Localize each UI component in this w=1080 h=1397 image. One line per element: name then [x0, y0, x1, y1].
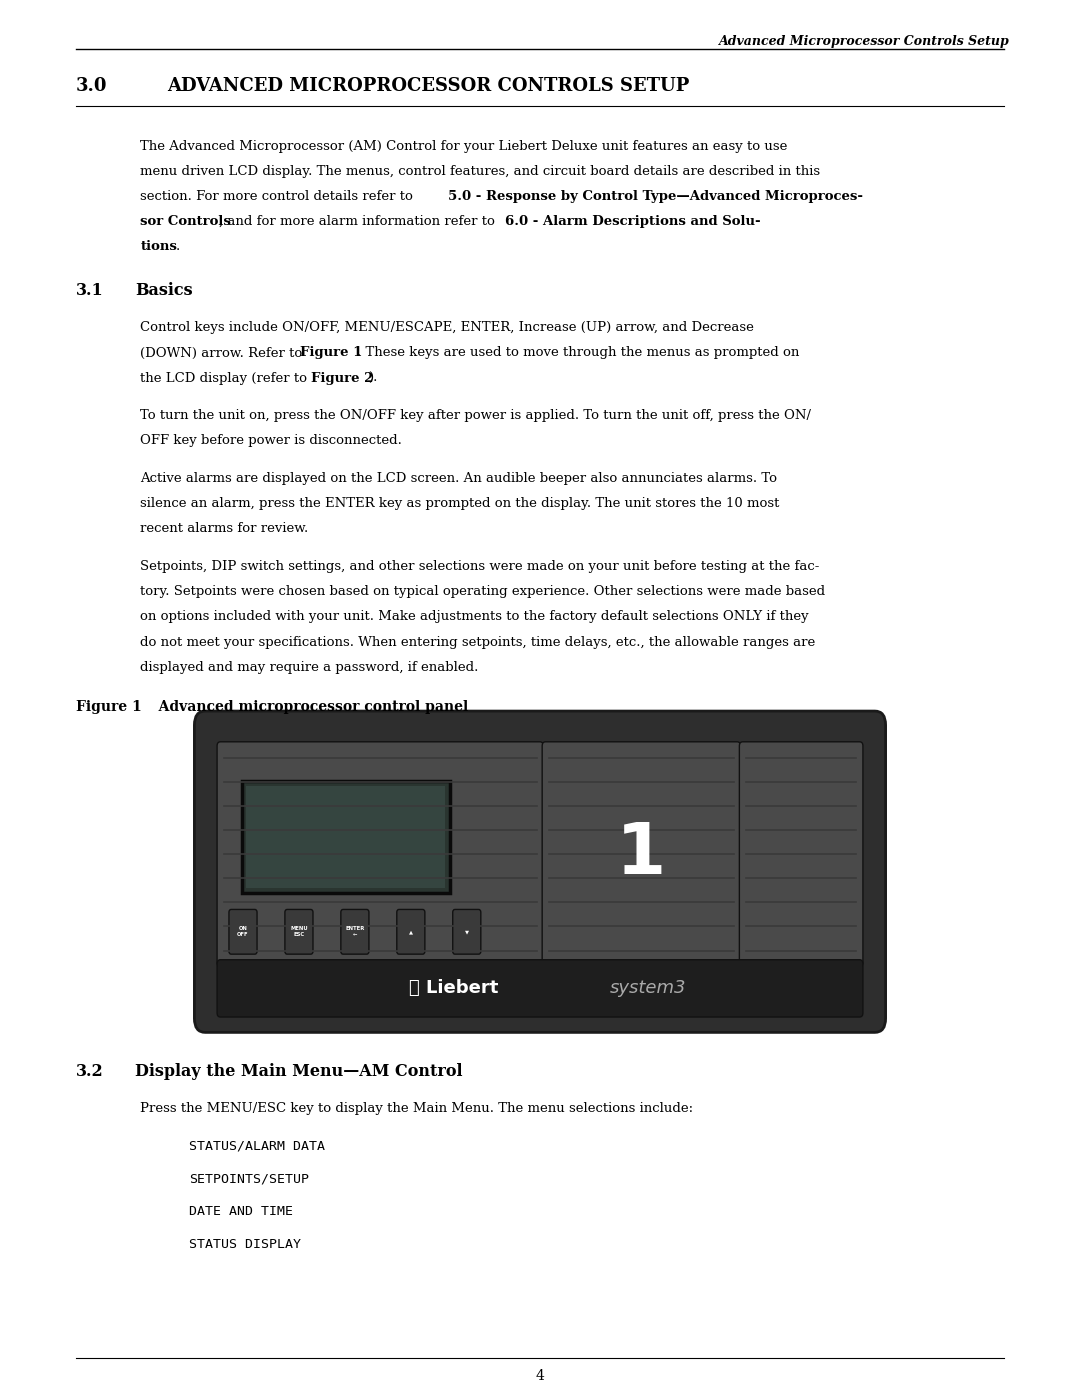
- FancyBboxPatch shape: [453, 909, 481, 954]
- Text: Active alarms are displayed on the LCD screen. An audible beeper also annunciate: Active alarms are displayed on the LCD s…: [140, 472, 778, 485]
- Text: OFF key before power is disconnected.: OFF key before power is disconnected.: [140, 434, 402, 447]
- Text: 3.1: 3.1: [76, 282, 104, 299]
- Text: 3.2: 3.2: [76, 1063, 104, 1080]
- Text: ▼: ▼: [464, 929, 469, 935]
- Text: STATUS/ALARM DATA: STATUS/ALARM DATA: [189, 1140, 325, 1153]
- Text: displayed and may require a password, if enabled.: displayed and may require a password, if…: [140, 661, 478, 673]
- Text: . These keys are used to move through the menus as prompted on: . These keys are used to move through th…: [357, 346, 800, 359]
- Text: Figure 2: Figure 2: [311, 372, 374, 384]
- Text: Control keys include ON/OFF, MENU/ESCAPE, ENTER, Increase (UP) arrow, and Decrea: Control keys include ON/OFF, MENU/ESCAPE…: [140, 321, 754, 334]
- FancyBboxPatch shape: [740, 742, 863, 967]
- Text: 5.0 - Response by Control Type—Advanced Microproces-: 5.0 - Response by Control Type—Advanced …: [448, 190, 863, 203]
- Text: ADVANCED MICROPROCESSOR CONTROLS SETUP: ADVANCED MICROPROCESSOR CONTROLS SETUP: [167, 77, 690, 95]
- FancyBboxPatch shape: [217, 960, 863, 1017]
- Text: (DOWN) arrow. Refer to: (DOWN) arrow. Refer to: [140, 346, 307, 359]
- Text: ▲: ▲: [409, 929, 413, 935]
- Text: Press the MENU/ESC key to display the Main Menu. The menu selections include:: Press the MENU/ESC key to display the Ma…: [140, 1102, 693, 1115]
- Text: section. For more control details refer to: section. For more control details refer …: [140, 190, 418, 203]
- Text: SETPOINTS/SETUP: SETPOINTS/SETUP: [189, 1172, 309, 1186]
- Text: MENU
ESC: MENU ESC: [291, 926, 308, 937]
- Text: tory. Setpoints were chosen based on typical operating experience. Other selecti: tory. Setpoints were chosen based on typ…: [140, 585, 825, 598]
- Text: menu driven LCD display. The menus, control features, and circuit board details : menu driven LCD display. The menus, cont…: [140, 165, 821, 177]
- Text: on options included with your unit. Make adjustments to the factory default sele: on options included with your unit. Make…: [140, 610, 809, 623]
- FancyBboxPatch shape: [229, 909, 257, 954]
- FancyBboxPatch shape: [542, 742, 741, 967]
- Text: Display the Main Menu—AM Control: Display the Main Menu—AM Control: [135, 1063, 462, 1080]
- Text: Advanced microprocessor control panel: Advanced microprocessor control panel: [144, 700, 468, 714]
- Text: DATE AND TIME: DATE AND TIME: [189, 1206, 293, 1218]
- Text: The Advanced Microprocessor (AM) Control for your Liebert Deluxe unit features a: The Advanced Microprocessor (AM) Control…: [140, 140, 787, 152]
- Text: sor Controls: sor Controls: [140, 215, 231, 228]
- Text: ⏻ Liebert: ⏻ Liebert: [409, 979, 498, 997]
- Text: , and for more alarm information refer to: , and for more alarm information refer t…: [219, 215, 499, 228]
- Text: do not meet your specifications. When entering setpoints, time delays, etc., the: do not meet your specifications. When en…: [140, 636, 815, 648]
- Text: Figure 1: Figure 1: [76, 700, 141, 714]
- Bar: [242, 781, 449, 893]
- FancyBboxPatch shape: [217, 742, 543, 967]
- Text: system3: system3: [610, 979, 686, 997]
- Bar: [246, 787, 445, 887]
- Text: tions: tions: [140, 240, 177, 253]
- Text: 1: 1: [616, 820, 666, 888]
- Text: recent alarms for review.: recent alarms for review.: [140, 522, 309, 535]
- FancyBboxPatch shape: [285, 909, 313, 954]
- FancyBboxPatch shape: [194, 711, 886, 1032]
- Text: the LCD display (refer to: the LCD display (refer to: [140, 372, 312, 384]
- Text: 4: 4: [536, 1369, 544, 1383]
- Text: ON
OFF: ON OFF: [238, 926, 248, 937]
- Text: STATUS DISPLAY: STATUS DISPLAY: [189, 1238, 301, 1252]
- Text: 6.0 - Alarm Descriptions and Solu-: 6.0 - Alarm Descriptions and Solu-: [505, 215, 761, 228]
- Text: ).: ).: [368, 372, 378, 384]
- Text: 3.0: 3.0: [76, 77, 107, 95]
- Text: .: .: [176, 240, 180, 253]
- FancyBboxPatch shape: [341, 909, 369, 954]
- Text: silence an alarm, press the ENTER key as prompted on the display. The unit store: silence an alarm, press the ENTER key as…: [140, 497, 780, 510]
- FancyBboxPatch shape: [396, 909, 424, 954]
- Text: To turn the unit on, press the ON/OFF key after power is applied. To turn the un: To turn the unit on, press the ON/OFF ke…: [140, 409, 811, 422]
- Text: Basics: Basics: [135, 282, 192, 299]
- Text: Figure 1: Figure 1: [300, 346, 363, 359]
- Text: Setpoints, DIP switch settings, and other selections were made on your unit befo: Setpoints, DIP switch settings, and othe…: [140, 560, 820, 573]
- Text: Advanced Microprocessor Controls Setup: Advanced Microprocessor Controls Setup: [719, 35, 1010, 47]
- Text: ENTER
←: ENTER ←: [346, 926, 365, 937]
